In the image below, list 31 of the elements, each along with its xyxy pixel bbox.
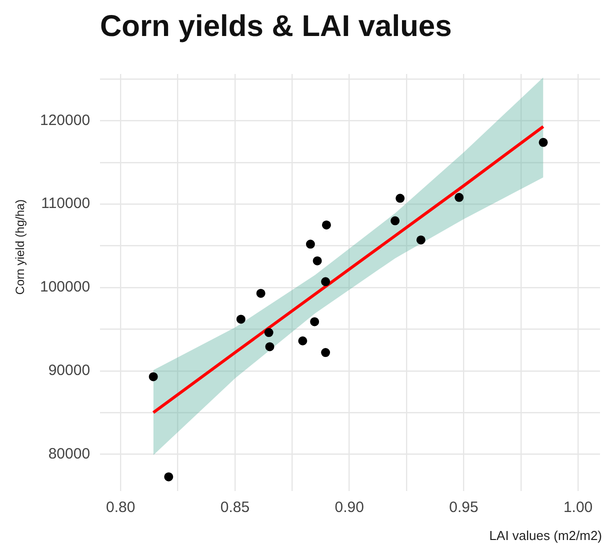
point — [306, 240, 315, 249]
point — [310, 317, 320, 326]
point — [390, 216, 400, 226]
y-tick-label: 90000 — [48, 362, 90, 380]
point — [298, 336, 308, 346]
point — [454, 192, 464, 202]
point — [322, 220, 331, 230]
y-axis-title: Corn yield (hg/ha) — [13, 198, 27, 297]
x-axis-title: LAI values (m2/m2) — [489, 528, 602, 543]
point — [164, 472, 174, 482]
x-tick-label: 1.00 — [563, 499, 593, 516]
chart-title: Corn yields & LAI values — [100, 10, 452, 44]
point — [148, 372, 158, 382]
point — [538, 138, 548, 147]
point — [321, 348, 330, 358]
point — [236, 314, 246, 324]
point — [321, 277, 330, 286]
x-tick-label: 0.90 — [334, 499, 364, 516]
point — [265, 342, 274, 352]
x-tick-label: 0.80 — [106, 499, 136, 516]
point — [416, 235, 426, 244]
y-tick-label: 80000 — [48, 445, 90, 462]
point — [264, 328, 274, 338]
point — [396, 194, 405, 203]
x-tick-label: 0.95 — [449, 499, 478, 516]
y-tick-label: 110000 — [41, 195, 90, 212]
point — [256, 288, 266, 298]
x-tick-label: 0.85 — [220, 499, 250, 516]
point — [312, 256, 322, 266]
y-tick-label: 100000 — [40, 278, 90, 296]
y-tick-label: 120000 — [40, 112, 90, 129]
